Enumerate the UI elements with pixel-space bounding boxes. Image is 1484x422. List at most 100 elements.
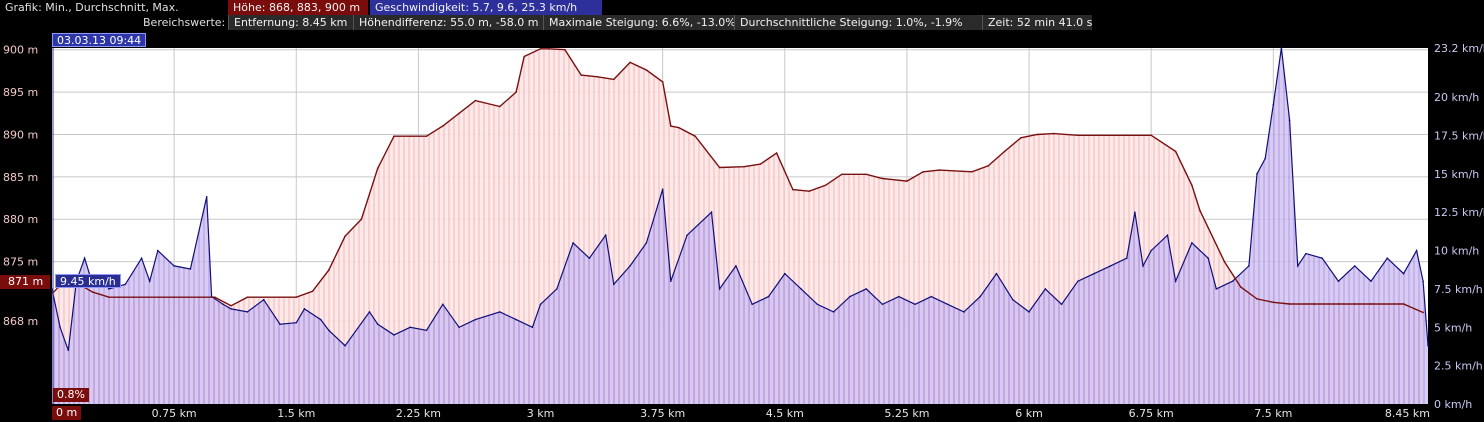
speed-point <box>295 321 298 324</box>
altitude-cursor-label: 871 m <box>0 275 50 289</box>
x-tick-label: 0.75 km <box>152 407 197 420</box>
distance-chip: Entfernung: 8.45 km <box>228 15 353 30</box>
altitude-point <box>1305 303 1307 305</box>
altitude-point <box>840 173 843 176</box>
speed-point <box>368 311 371 313</box>
origin-marker: 0 m <box>52 406 82 420</box>
x-tick-label: 1.5 km <box>277 407 315 420</box>
altitude-point <box>108 296 110 299</box>
altitude-point <box>922 170 924 173</box>
speed-point <box>930 295 933 298</box>
altitude-point <box>376 167 379 170</box>
altitude-point <box>132 296 135 299</box>
speed-point <box>832 311 835 313</box>
speed-point <box>1256 173 1258 175</box>
altitude-point <box>824 184 827 187</box>
altitude-point <box>1422 311 1424 314</box>
speed-point <box>995 272 998 275</box>
altitude-point <box>344 235 346 237</box>
altitude-point <box>360 218 363 221</box>
altitude-tick-label: 900 m <box>3 44 38 57</box>
speed-point <box>783 272 786 275</box>
speed-point <box>458 326 460 329</box>
speed-point <box>59 326 61 329</box>
altitude-point <box>629 61 631 64</box>
speed-point <box>1207 257 1209 260</box>
graph-label: Grafik: Min., Durchschnitt, Max. <box>5 1 179 14</box>
altitude-point <box>759 163 762 165</box>
speed-point <box>735 265 737 267</box>
avg-grade-chip: Durchschnittliche Steigung: 1.0%, -1.9% <box>734 15 982 30</box>
speed-tick-label: 20 km/h <box>1434 91 1479 104</box>
altitude-point <box>1036 133 1038 136</box>
speed-point <box>51 288 53 290</box>
speed-point <box>629 265 631 267</box>
altitude-point <box>661 81 664 83</box>
altitude-point <box>694 135 697 137</box>
altitude-point <box>1150 134 1152 137</box>
x-tick-label: 6 km <box>1015 407 1043 420</box>
speed-point <box>1280 47 1283 49</box>
speed-point <box>865 288 868 290</box>
speed-point <box>393 334 395 336</box>
grade-marker: 0.8% <box>53 388 89 402</box>
speed-point <box>1272 103 1275 106</box>
speed-point <box>328 329 330 332</box>
speed-point <box>1174 280 1177 283</box>
speed-point <box>157 249 159 252</box>
speed-point <box>1150 249 1152 252</box>
speed-point <box>710 211 713 213</box>
altitude-point <box>1207 226 1209 229</box>
altitude-point <box>1337 303 1340 305</box>
speed-point <box>572 242 574 244</box>
speed-point <box>1353 265 1356 267</box>
altitude-point <box>393 135 395 137</box>
speed-point <box>1191 242 1193 244</box>
time-chip: Zeit: 52 min 41.0 s <box>982 15 1092 30</box>
altitude-point <box>1174 150 1177 153</box>
speed-point <box>124 283 127 286</box>
altitude-tick-label: 885 m <box>3 171 38 184</box>
altitude-tick-label: 895 m <box>3 86 38 99</box>
altitude-point <box>499 105 501 108</box>
x-tick-label: 8.45 km <box>1385 407 1430 420</box>
speed-point <box>1060 303 1063 306</box>
speed-point <box>1109 265 1112 267</box>
speed-point <box>751 303 754 306</box>
altitude-tick-label: 868 m <box>3 315 38 328</box>
altitude-point <box>458 112 460 115</box>
speed-point <box>645 242 648 244</box>
speed-point <box>1028 311 1030 313</box>
altitude-point <box>865 173 868 176</box>
speed-point <box>686 234 688 237</box>
altitude-point <box>91 291 94 293</box>
speed-point <box>442 303 444 306</box>
speed-point <box>531 326 534 329</box>
altitude-point <box>743 165 745 168</box>
altitude-point <box>906 180 908 182</box>
speed-point <box>604 234 607 237</box>
speed-point <box>344 344 346 347</box>
speed-point <box>108 288 110 290</box>
speed-point <box>376 323 379 326</box>
speed-point <box>474 318 477 321</box>
altitude-point <box>881 177 884 180</box>
altitude-point <box>808 190 811 193</box>
speed-point <box>1305 252 1307 255</box>
max-grade-chip: Maximale Steigung: 6.6%, -13.0% <box>543 15 736 30</box>
altitude-point <box>564 48 566 51</box>
x-tick-label: 2.25 km <box>396 407 441 420</box>
altitude-point <box>775 152 778 154</box>
speed-point <box>1415 249 1418 252</box>
x-tick-label: 5.25 km <box>884 407 929 420</box>
altitude-point <box>246 296 249 299</box>
speed-point <box>67 349 70 352</box>
altitude-point <box>1256 298 1258 300</box>
speed-point <box>1044 288 1047 290</box>
altitude-point <box>409 135 412 137</box>
speed-point <box>1231 280 1234 283</box>
speed-point <box>881 303 884 306</box>
altitude-point <box>938 169 941 171</box>
altitude-point <box>1020 137 1022 139</box>
speed-point <box>800 288 802 290</box>
